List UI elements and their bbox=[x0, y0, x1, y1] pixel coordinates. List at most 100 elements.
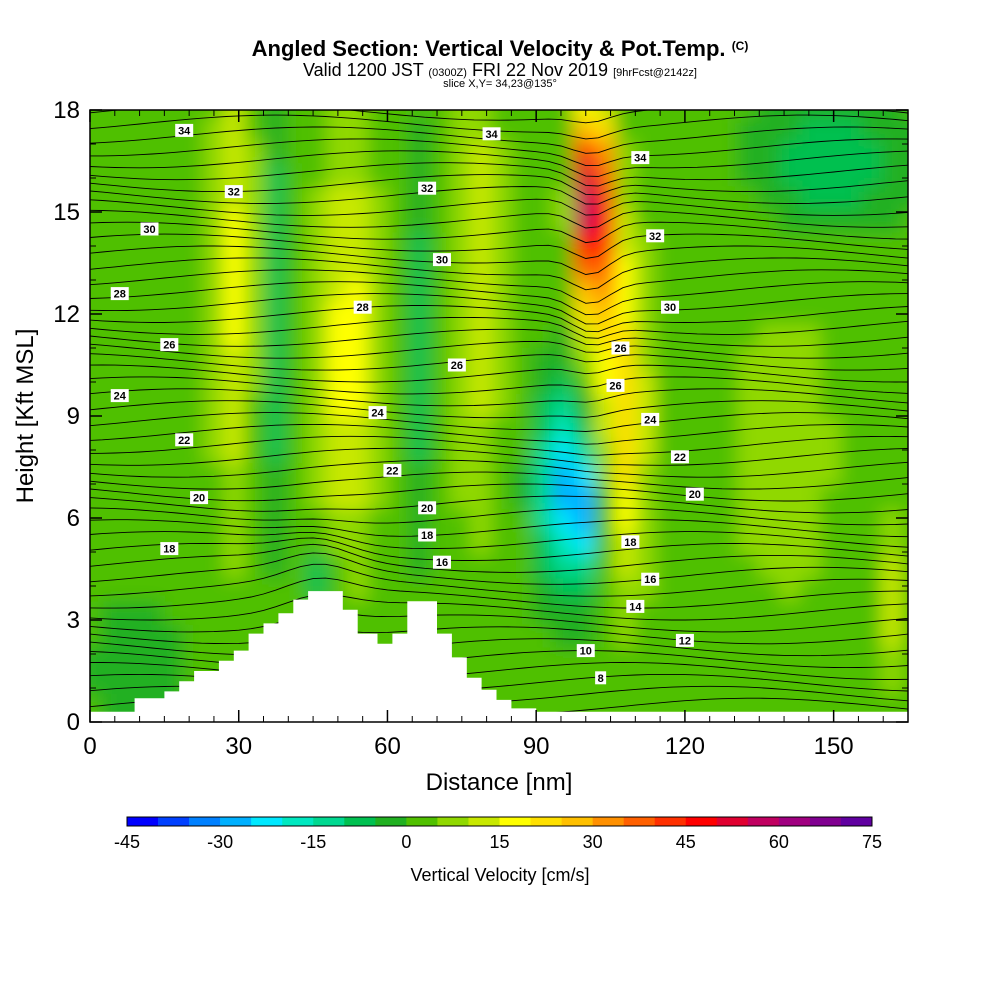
theta-label: 34 bbox=[178, 125, 191, 137]
colorbar-segment bbox=[158, 817, 190, 826]
theta-label-box bbox=[110, 389, 129, 403]
theta-label: 26 bbox=[614, 343, 626, 355]
theta-label-box bbox=[661, 300, 680, 314]
colorbar-segment bbox=[592, 817, 624, 826]
colorbar-tick-label: -15 bbox=[300, 832, 326, 852]
colorbar-segment bbox=[282, 817, 314, 826]
theta-label: 26 bbox=[609, 380, 621, 392]
colorbar-tick-label: -30 bbox=[207, 832, 233, 852]
axes: 0 30 60 90 120 150 0 3 6 9 12 15 18 bbox=[53, 97, 908, 760]
colorbar-segment bbox=[406, 817, 438, 826]
theta-label: 30 bbox=[436, 255, 448, 267]
theta-label: 26 bbox=[451, 360, 463, 372]
theta-label-box bbox=[175, 433, 194, 447]
x-tick-label: 0 bbox=[83, 733, 96, 760]
colorbar-segment bbox=[375, 817, 407, 826]
theta-label: 30 bbox=[143, 224, 155, 236]
x-tick-label: 150 bbox=[814, 733, 854, 760]
colorbar-segment bbox=[189, 817, 221, 826]
theta-label-box bbox=[670, 450, 689, 464]
colorbar-segment bbox=[747, 817, 780, 826]
theta-label: 20 bbox=[193, 493, 205, 505]
theta-label: 24 bbox=[644, 414, 657, 426]
theta-label-box bbox=[482, 127, 501, 141]
colorbar-tick-label: 45 bbox=[676, 832, 696, 852]
theta-label: 20 bbox=[421, 503, 433, 515]
colorbar-segment bbox=[685, 817, 718, 826]
colorbar-frame bbox=[126, 816, 873, 827]
theta-label-box bbox=[685, 487, 704, 501]
theta-label-box bbox=[432, 253, 451, 267]
theta-label-box bbox=[621, 535, 640, 549]
theta-label-box bbox=[418, 528, 437, 542]
theta-label: 32 bbox=[649, 231, 661, 243]
theta-label-box bbox=[675, 633, 694, 647]
colorbar-tick-label: -45 bbox=[114, 832, 140, 852]
colorbar-tick-label: 30 bbox=[583, 832, 603, 852]
colorbar-tick-label: 0 bbox=[401, 832, 411, 852]
theta-label-box bbox=[160, 542, 179, 556]
colorbar-title: Vertical Velocity [cm/s] bbox=[410, 865, 589, 885]
colorbar: -45 -30 -15 0 15 30 45 60 75 bbox=[114, 816, 882, 852]
theta-label: 24 bbox=[114, 391, 127, 403]
theta-label-box bbox=[418, 181, 437, 195]
colorbar-segment bbox=[437, 817, 469, 826]
theta-label: 22 bbox=[674, 452, 686, 464]
theta-label: 12 bbox=[679, 635, 691, 647]
terrain-shape bbox=[90, 591, 908, 722]
theta-label: 24 bbox=[371, 408, 384, 420]
colorbar-segment bbox=[251, 817, 283, 826]
y-tick-label: 0 bbox=[67, 709, 80, 736]
theta-label-box bbox=[447, 358, 466, 372]
theta-label: 34 bbox=[634, 153, 647, 165]
theta-label-box bbox=[611, 341, 630, 355]
x-axis-title: Distance [nm] bbox=[426, 769, 573, 796]
theta-label-box bbox=[418, 501, 437, 515]
y-tick-label: 9 bbox=[67, 403, 80, 430]
theta-label: 22 bbox=[178, 435, 190, 447]
theta-label-box bbox=[175, 123, 194, 137]
velocity-field bbox=[90, 110, 908, 722]
colorbar-segment bbox=[220, 817, 252, 826]
colorbar-segment bbox=[809, 817, 842, 826]
theta-label-box bbox=[626, 599, 645, 613]
theta-label: 16 bbox=[436, 557, 448, 569]
colorbar-segment bbox=[778, 817, 811, 826]
colorbar-segment bbox=[530, 817, 562, 826]
colorbar-segment bbox=[716, 817, 749, 826]
x-tick-label: 90 bbox=[523, 733, 550, 760]
terrain bbox=[90, 591, 908, 722]
colorbar-segment bbox=[840, 817, 873, 826]
y-tick-label: 6 bbox=[67, 505, 80, 532]
theta-label-box bbox=[383, 463, 402, 477]
theta-label-box bbox=[641, 572, 660, 586]
theta-label-box bbox=[353, 300, 372, 314]
theta-labels: 34 34 34 32 32 32 30 30 30 28 28 26 26 26 26 24 24 24 22 22… bbox=[110, 123, 704, 685]
y-tick-label: 18 bbox=[53, 97, 80, 124]
theta-label-box bbox=[140, 222, 159, 236]
theta-label-box bbox=[646, 229, 665, 243]
colorbar-tick-label: 60 bbox=[769, 832, 789, 852]
theta-label-box bbox=[110, 287, 129, 301]
theta-label-box bbox=[641, 412, 660, 426]
theta-label: 20 bbox=[689, 489, 701, 501]
theta-label: 18 bbox=[163, 544, 175, 556]
colorbar-tick-label: 15 bbox=[489, 832, 509, 852]
colorbar-segment bbox=[499, 817, 531, 826]
theta-label: 30 bbox=[664, 302, 676, 314]
theta-label-box bbox=[190, 491, 209, 505]
theta-label: 32 bbox=[421, 183, 433, 195]
theta-label: 32 bbox=[228, 187, 240, 199]
theta-label: 26 bbox=[163, 340, 175, 352]
theta-label-box bbox=[631, 151, 650, 165]
slice-label: slice X,Y= 34,23@135° bbox=[443, 78, 557, 90]
theta-label-box bbox=[432, 555, 451, 569]
x-tick-label: 30 bbox=[225, 733, 252, 760]
theta-label: 18 bbox=[624, 537, 636, 549]
theta-label: 34 bbox=[485, 129, 498, 141]
colorbar-segment bbox=[561, 817, 593, 826]
theta-label: 28 bbox=[114, 289, 126, 301]
theta-label: 22 bbox=[386, 465, 398, 477]
y-tick-label: 15 bbox=[53, 199, 80, 226]
